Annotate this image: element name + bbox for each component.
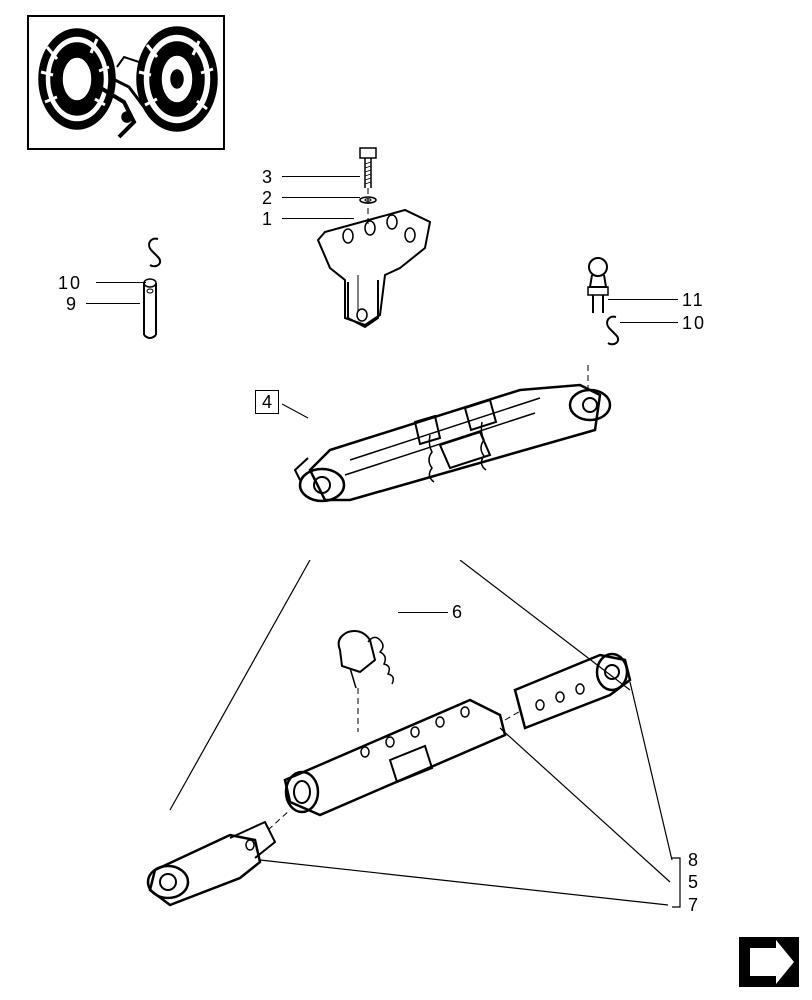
leader-6 [398,612,448,613]
stabilizer-bar-assembly [240,350,660,550]
callout-9: 9 [66,294,78,315]
leader-3 [282,176,360,177]
callout-5: 5 [688,872,700,893]
thumbnail-frame [27,15,225,150]
lower-exploded-subassembly [110,560,700,940]
leader-10r [620,322,678,323]
tractor-thumbnail-icon [29,17,223,148]
leader-1 [282,218,354,219]
callout-7: 7 [688,895,700,916]
leader-10l [96,282,146,283]
pin-clip-left [130,235,190,345]
callout-1: 1 [262,209,274,230]
callout-10-left: 10 [58,273,82,294]
bolt-washer-bracket-assembly [270,140,470,350]
callout-11: 11 [682,290,705,311]
callout-4-box: 4 [255,390,279,414]
callout-8: 8 [688,850,700,871]
callout-2: 2 [262,188,274,209]
callout-10-right: 10 [682,313,706,334]
leader-2 [282,197,360,198]
leader-11 [608,299,678,300]
ball-stud-clip-right [570,255,640,355]
callout-4: 4 [262,392,272,412]
leader-9 [86,303,140,304]
callout-3: 3 [262,167,274,188]
nav-arrow-right-icon[interactable] [738,936,800,988]
callout-6: 6 [452,602,464,623]
